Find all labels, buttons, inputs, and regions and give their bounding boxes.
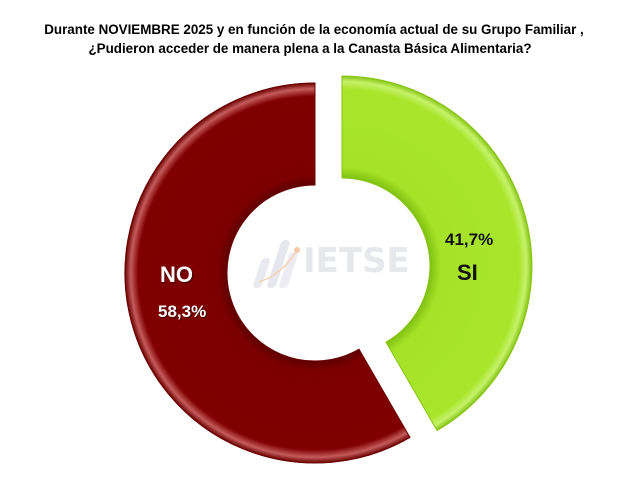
watermark-text: IETSE: [303, 241, 410, 281]
chart-title: Durante NOVIEMBRE 2025 y en función de l…: [0, 20, 620, 58]
data-label-si-category: SI: [457, 260, 478, 285]
bar-chart-logo-icon: [253, 240, 300, 288]
chart-title-line-2: ¿Pudieron acceder de manera plena a la C…: [88, 41, 532, 56]
slice-si[interactable]: [341, 75, 533, 432]
data-label-si-value: 41,7%: [445, 230, 494, 249]
slice-no[interactable]: [124, 82, 411, 464]
watermark-logo: IETSE: [253, 230, 423, 290]
chart-title-line-1: Durante NOVIEMBRE 2025 y en función de l…: [44, 22, 584, 37]
data-label-no-category: NO: [160, 262, 193, 287]
data-label-no-value: 58,3%: [158, 302, 207, 321]
